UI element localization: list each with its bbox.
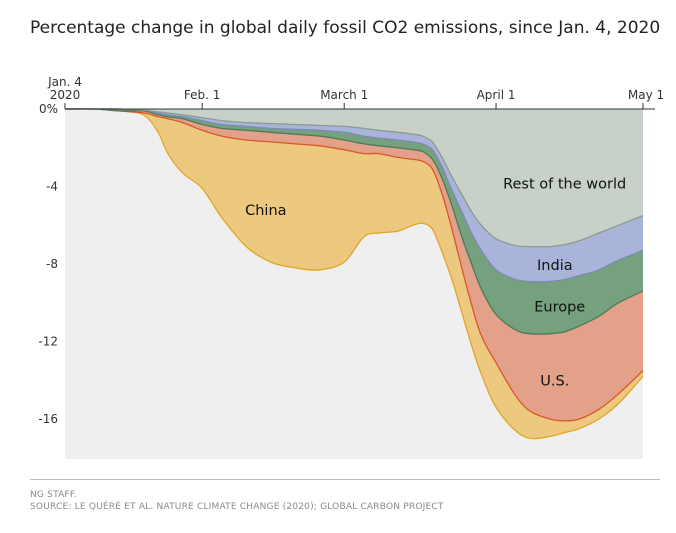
region-label-rest-of-the-world: Rest of the world — [503, 177, 626, 193]
region-label-china: China — [245, 203, 286, 219]
line-india — [65, 108, 644, 283]
y-tick-label: -16 — [38, 412, 58, 426]
x-tick-label: Jan. 4 — [47, 75, 82, 89]
footer: NG STAFF. SOURCE: LE QUÉRÉ ET AL. NATURE… — [30, 489, 444, 513]
source-text: SOURCE: LE QUÉRÉ ET AL. NATURE CLIMATE C… — [30, 502, 444, 512]
line-u-s — [64, 108, 644, 422]
x-tick-label: March 1 — [320, 88, 368, 102]
x-tick-label: 2020 — [50, 88, 81, 102]
region-label-europe: Europe — [534, 300, 585, 316]
line-china — [64, 108, 644, 440]
x-tick-label: April 1 — [477, 88, 516, 102]
region-label-u-s: U.S. — [540, 373, 569, 389]
footer-divider — [30, 479, 660, 480]
credit-text: NG STAFF. — [30, 490, 77, 500]
line-rest-of-the-world — [65, 108, 644, 248]
chart-title: Percentage change in global daily fossil… — [30, 18, 661, 38]
y-tick-label: 0% — [39, 102, 58, 116]
y-tick-label: -4 — [46, 180, 58, 194]
area-rest-of-the-world — [65, 108, 643, 247]
x-tick-label: Feb. 1 — [184, 88, 221, 102]
y-tick-label: -12 — [38, 335, 58, 349]
line-europe — [64, 108, 644, 335]
region-label-india: India — [537, 258, 573, 274]
y-tick-label: -8 — [46, 257, 58, 271]
x-tick-label: May 1 — [628, 88, 664, 102]
